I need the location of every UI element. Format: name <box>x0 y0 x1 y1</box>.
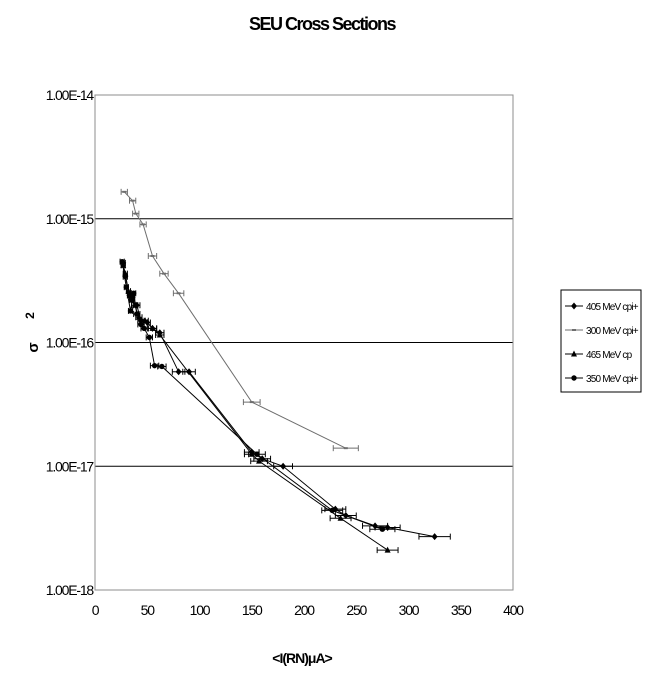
data-point-circle <box>138 321 144 328</box>
legend-item: 405 MeV cpi+ <box>565 302 640 313</box>
legend-label: 300 MeV cpi+ <box>586 326 639 337</box>
y-tick-label: 1.00E-18 <box>46 582 95 598</box>
y-tick-label: 1.00E-17 <box>46 458 95 474</box>
legend-item: 465 MeV cp <box>565 350 633 361</box>
y-tick-labels: 1.00E-18 1.00E-17 1.00E-16 1.00E-15 1.00E-14 <box>46 87 96 598</box>
legend: 405 MeV cpi+ 300 MeV cpi+ 465 MeV cp 350 Me… <box>560 289 642 393</box>
data-point-circle <box>146 334 153 341</box>
data-point-diamond <box>571 302 577 310</box>
x-tick-label: 0 <box>92 602 100 618</box>
legend-label: 350 MeV cpi+ <box>586 374 639 385</box>
data-point-circle <box>141 325 147 332</box>
legend-item: 300 MeV cpi+ <box>565 326 640 337</box>
x-tick-label: 400 <box>503 602 524 618</box>
data-point-triangle <box>256 457 263 464</box>
data-point-diamond <box>384 523 391 531</box>
series-line <box>123 191 347 449</box>
series <box>119 258 396 533</box>
x-axis-label: <I(RN)μA> <box>272 650 332 666</box>
data-point-circle <box>123 284 130 290</box>
data-point-circle <box>134 311 140 317</box>
x-tick-label: 200 <box>294 602 315 618</box>
y-axis-label: σ <box>25 343 42 353</box>
data-point-triangle <box>384 546 391 553</box>
data-point-circle <box>130 290 137 296</box>
x-tick-label: 150 <box>242 602 263 618</box>
y-axis-label-group: σ 2 <box>23 312 42 353</box>
data-point-diamond <box>332 505 339 513</box>
legend-label: 405 MeV cpi+ <box>586 302 639 313</box>
data-point-circle <box>159 363 165 370</box>
series-line <box>121 261 383 530</box>
data-point-triangle <box>571 350 577 357</box>
data-point-triangle <box>135 313 142 320</box>
x-tick-labels: 0 50 100 150 200 250 300 350 400 <box>92 602 526 618</box>
y-tick-label: 1.00E-14 <box>46 87 95 103</box>
data-point-triangle <box>131 301 138 308</box>
x-tick-label: 350 <box>451 602 472 618</box>
data-point-triangle <box>337 514 344 521</box>
data-point-diamond <box>186 368 193 376</box>
y-tick-label: 1.00E-15 <box>46 211 95 227</box>
grid <box>95 218 513 467</box>
data-point-circle <box>119 258 125 265</box>
plot-frame <box>94 94 514 591</box>
data-point-diamond <box>175 368 182 376</box>
data-point-triangle <box>128 296 135 303</box>
data-point-circle <box>571 375 577 381</box>
data-point-circle <box>379 526 386 532</box>
x-tick-label: 300 <box>399 602 420 618</box>
x-tick-label: 50 <box>141 602 156 618</box>
series-line <box>122 265 388 551</box>
data-point-triangle <box>156 331 163 338</box>
series <box>120 261 399 554</box>
data-point-triangle <box>149 324 156 331</box>
series <box>120 259 451 541</box>
data-point-circle <box>329 507 335 514</box>
data-point-circle <box>151 362 158 369</box>
series-line <box>122 262 435 538</box>
data-point-circle <box>254 451 260 457</box>
y-tick-label: 1.00E-16 <box>46 335 95 351</box>
y-axis-label-superscript: 2 <box>23 312 37 319</box>
x-tick-label: 250 <box>346 602 367 618</box>
data-point-diamond <box>280 462 287 470</box>
data-point-circle <box>127 308 134 314</box>
data-point-diamond <box>431 533 438 541</box>
x-tick-label: 100 <box>190 602 211 618</box>
chart-title: SEU Cross Sections <box>249 14 397 34</box>
series <box>120 188 359 452</box>
legend-label: 465 MeV cp <box>586 350 633 361</box>
series-layer <box>119 188 451 554</box>
legend-item: 350 MeV cpi+ <box>565 374 640 385</box>
